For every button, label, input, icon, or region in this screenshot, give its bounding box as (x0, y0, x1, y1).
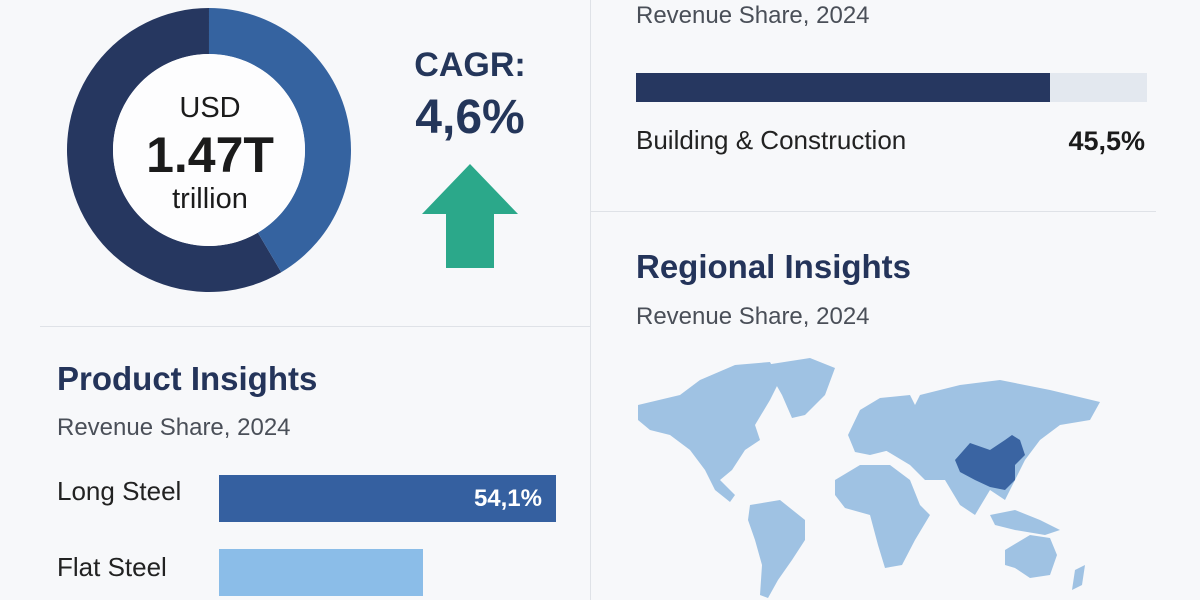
donut-segment-primary (67, 8, 282, 292)
donut-center (113, 54, 305, 246)
southeast-asia (990, 510, 1060, 535)
market-value: 1.47T (146, 127, 274, 183)
regional-subtitle: Revenue Share, 2024 (636, 303, 870, 330)
china-highlight (955, 435, 1025, 490)
vertical-divider (590, 0, 591, 600)
europe (848, 395, 920, 455)
cagr-label: CAGR: (414, 46, 526, 84)
cagr-value: 4,6% (415, 91, 525, 144)
australia (1005, 535, 1057, 578)
product-subtitle: Revenue Share, 2024 (57, 414, 291, 441)
south-america (748, 500, 805, 598)
africa (835, 465, 930, 568)
north-america (638, 362, 780, 502)
market-unit: trillion (172, 183, 248, 215)
application-subtitle: Revenue Share, 2024 (636, 2, 870, 29)
product-bar-long-steel: 54,1% (219, 475, 556, 522)
application-value: 45,5% (1068, 126, 1145, 156)
right-divider (591, 211, 1156, 212)
product-bar-flat-steel (219, 549, 423, 596)
arrow-up-icon (422, 164, 518, 268)
greenland (765, 358, 835, 418)
product-label-flat-steel: Flat Steel (57, 552, 167, 582)
asia (885, 380, 1100, 515)
market-size-donut (67, 8, 351, 292)
application-bar-fill (636, 73, 1050, 102)
market-currency: USD (179, 92, 241, 124)
product-label-long-steel: Long Steel (57, 476, 182, 506)
product-title: Product Insights (57, 360, 318, 397)
application-bar-track (636, 73, 1147, 102)
donut-segment-secondary (209, 8, 351, 273)
world-map (638, 358, 1100, 598)
regional-title: Regional Insights (636, 248, 912, 285)
application-category: Building & Construction (636, 125, 907, 155)
left-divider (40, 326, 590, 327)
new-zealand (1072, 565, 1085, 590)
